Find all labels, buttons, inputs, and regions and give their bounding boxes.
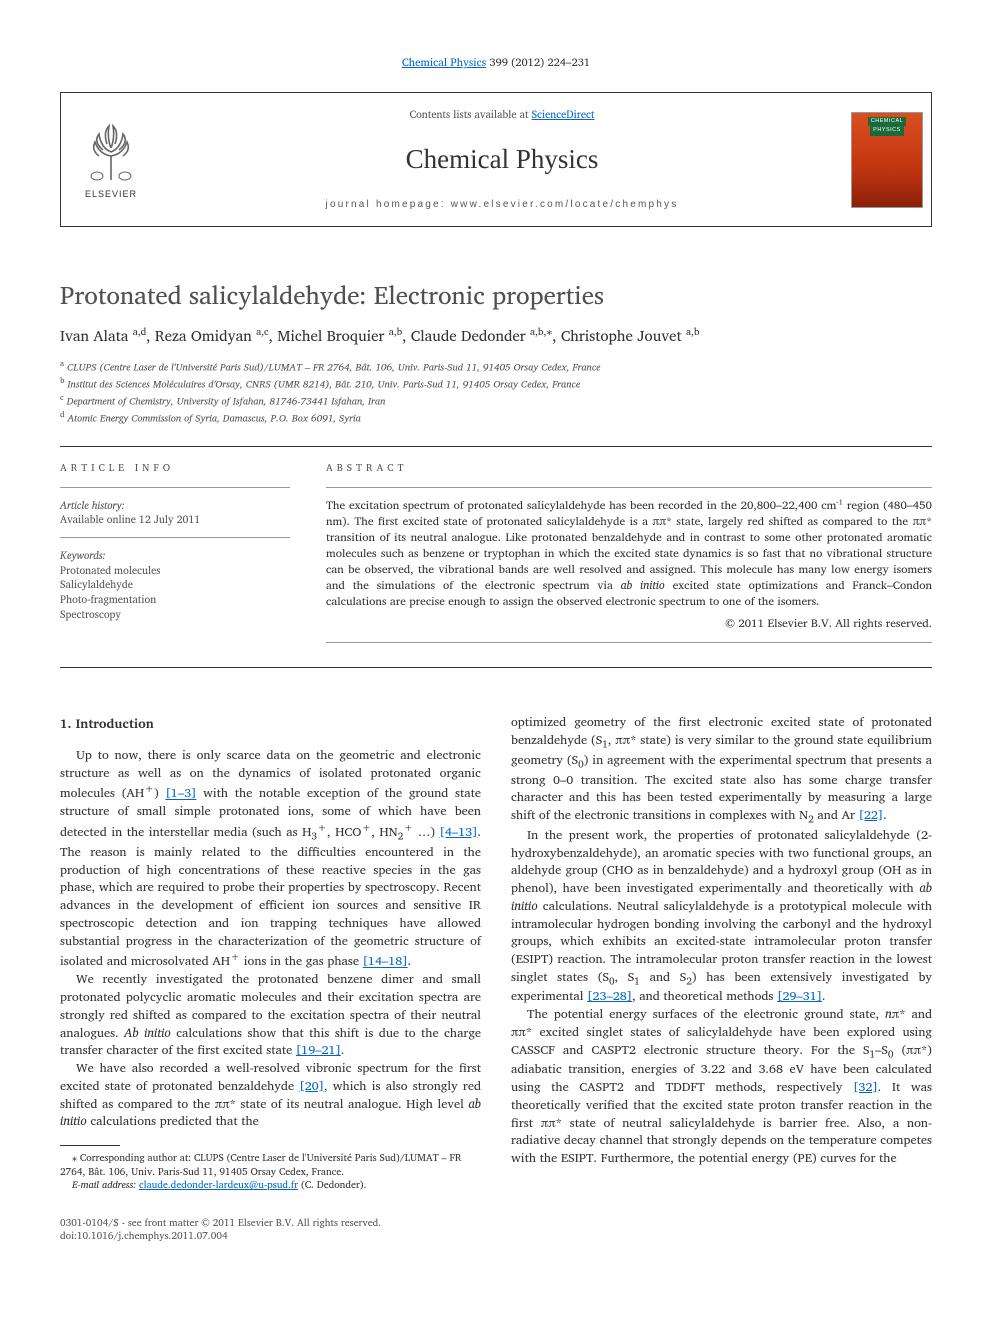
ref-link[interactable]: [32] <box>853 1077 878 1097</box>
corresponding-email-link[interactable]: claude.dedonder-lardeux@u-psud.fr <box>139 1177 298 1193</box>
email-line: E-mail address: claude.dedonder-lardeux@… <box>60 1179 481 1193</box>
citation-vol-pages: 399 (2012) 224–231 <box>489 53 590 71</box>
body-p1: Up to now, there is only scarce data on … <box>60 747 481 971</box>
ref-link[interactable]: [20] <box>299 1076 324 1096</box>
email-label: E-mail address: <box>72 1177 136 1193</box>
contents-prefix: Contents lists available at <box>410 105 532 123</box>
cover-label-2: PHYSICS <box>870 126 904 136</box>
affiliation-line: b Institut des Sciences Moléculaires d'O… <box>60 375 932 392</box>
citation-line: Chemical Physics 399 (2012) 224–231 <box>60 55 932 70</box>
top-divider <box>60 446 932 447</box>
footnote-container: ⁎ Corresponding author at: CLUPS (Centre… <box>60 1145 481 1193</box>
corresponding-author-note: ⁎ Corresponding author at: CLUPS (Centre… <box>60 1152 481 1179</box>
article-title: Protonated salicylaldehyde: Electronic p… <box>60 277 932 312</box>
homepage-url: www.elsevier.com/locate/chemphys <box>451 199 679 210</box>
doi-line: doi:10.1016/j.chemphys.2011.07.004 <box>60 1230 932 1244</box>
footnote-block: ⁎ Corresponding author at: CLUPS (Centre… <box>60 1152 481 1193</box>
abstract-hr-2 <box>326 642 932 643</box>
body-p2: We recently investigated the protonated … <box>60 971 481 1060</box>
affiliations-block: a CLUPS (Centre Laser de l'Université Pa… <box>60 358 932 425</box>
ref-link[interactable]: [4–13] <box>440 822 478 842</box>
footnote-divider <box>60 1145 120 1146</box>
homepage-prefix: journal homepage: <box>326 199 451 210</box>
abstract-copyright: © 2011 Elsevier B.V. All rights reserved… <box>326 616 932 632</box>
cover-image: CHEMICAL PHYSICS <box>851 112 923 208</box>
journal-name: Chemical Physics <box>406 141 599 179</box>
keywords-list: Protonated moleculesSalicylaldehydePhoto… <box>60 563 290 622</box>
cover-label-1: CHEMICAL <box>868 117 906 127</box>
issn-doi-block: 0301-0104/$ - see front matter © 2011 El… <box>60 1217 932 1244</box>
journal-homepage-line: journal homepage: www.elsevier.com/locat… <box>326 198 679 212</box>
body-p3: We have also recorded a well-resolved vi… <box>60 1060 481 1131</box>
journal-header-box: ELSEVIER Contents lists available at Sci… <box>60 92 932 227</box>
citation-journal-link[interactable]: Chemical Physics <box>402 53 486 71</box>
elsevier-label: ELSEVIER <box>85 188 137 201</box>
article-info-label: ARTICLE INFO <box>60 461 290 475</box>
contents-available-line: Contents lists available at ScienceDirec… <box>410 107 595 122</box>
info-hr-2 <box>60 537 290 538</box>
sciencedirect-link[interactable]: ScienceDirect <box>532 105 595 123</box>
ref-link[interactable]: [1–3] <box>166 784 197 804</box>
body-p3b: optimized geometry of the first electron… <box>511 714 932 826</box>
affiliation-line: d Atomic Energy Commission of Syria, Dam… <box>60 409 932 426</box>
keywords-block: Keywords: Protonated moleculesSalicylald… <box>60 548 290 621</box>
affiliation-line: c Department of Chemistry, University of… <box>60 392 932 409</box>
body-p5: The potential energy surfaces of the ele… <box>511 1006 932 1168</box>
authors-line: Ivan Alata a,d, Reza Omidyan a,c, Michel… <box>60 324 932 346</box>
article-info-column: ARTICLE INFO Article history: Available … <box>60 461 290 654</box>
info-hr-1 <box>60 487 290 488</box>
body-two-column: 1. Introduction Up to now, there is only… <box>60 714 932 1192</box>
keyword-item: Spectroscopy <box>60 607 290 622</box>
header-center: Contents lists available at ScienceDirec… <box>161 93 843 226</box>
history-text: Available online 12 July 2011 <box>60 512 290 527</box>
ref-link[interactable]: [22] <box>859 805 884 825</box>
journal-cover-thumbnail: CHEMICAL PHYSICS <box>843 93 931 226</box>
elsevier-tree-icon <box>79 120 143 184</box>
abstract-label: ABSTRACT <box>326 461 932 475</box>
email-person: (C. Dedonder). <box>301 1177 366 1193</box>
abstract-hr-1 <box>326 487 932 488</box>
abstract-text: The excitation spectrum of protonated sa… <box>326 498 932 611</box>
affiliation-line: a CLUPS (Centre Laser de l'Université Pa… <box>60 358 932 375</box>
body-p4: In the present work, the properties of p… <box>511 827 932 1006</box>
abstract-column: ABSTRACT The excitation spectrum of prot… <box>326 461 932 654</box>
section-heading-introduction: 1. Introduction <box>60 714 481 732</box>
article-history-block: Article history: Available online 12 Jul… <box>60 498 290 527</box>
bottom-divider <box>60 667 932 668</box>
elsevier-logo: ELSEVIER <box>61 93 161 226</box>
info-abstract-row: ARTICLE INFO Article history: Available … <box>60 461 932 654</box>
